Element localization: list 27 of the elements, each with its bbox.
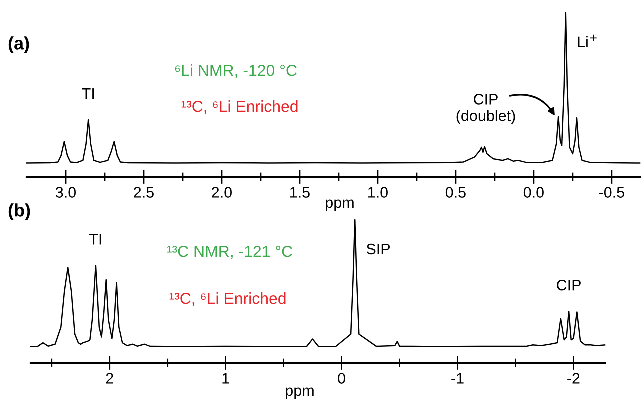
annotation: ¹³C, ⁶Li Enriched [170, 292, 286, 306]
x-axis-title: ppm [326, 200, 354, 212]
x-axis-title: ppm [286, 388, 314, 400]
annotation: ¹³C NMR, -121 °C [168, 246, 292, 260]
annotation: SIP [366, 244, 390, 255]
annotation: ⁶Li NMR, -120 °C [175, 64, 297, 78]
x-tick-label: 2.5 [134, 187, 154, 198]
chart-title: (b) [8, 204, 30, 220]
annotation: ¹³C, ⁶Li Enriched [182, 100, 298, 114]
x-tick-label: 1.5 [290, 187, 310, 198]
annotation: Li$^{+}$ [578, 34, 597, 48]
x-tick-label: 2 [106, 373, 114, 384]
annotation: CIP [557, 280, 581, 291]
annotation: TI [82, 88, 94, 100]
x-tick-label: 1.0 [368, 187, 388, 198]
x-tick-label: -0.5 [599, 187, 624, 198]
x-tick-label: 0 [338, 373, 346, 384]
annotation: TI [89, 234, 102, 245]
x-tick-label: 0.5 [446, 187, 466, 198]
x-tick-label: -2 [568, 373, 580, 384]
x-tick-label: -1 [452, 373, 464, 384]
x-tick-label: 0.0 [524, 187, 544, 198]
x-tick-label: 2.0 [212, 187, 232, 198]
x-tick-label: 1 [222, 373, 230, 384]
x-tick-label: 3.0 [56, 187, 76, 198]
annotation: CIP (doublet) [456, 94, 516, 124]
text: (a) [8, 36, 30, 54]
